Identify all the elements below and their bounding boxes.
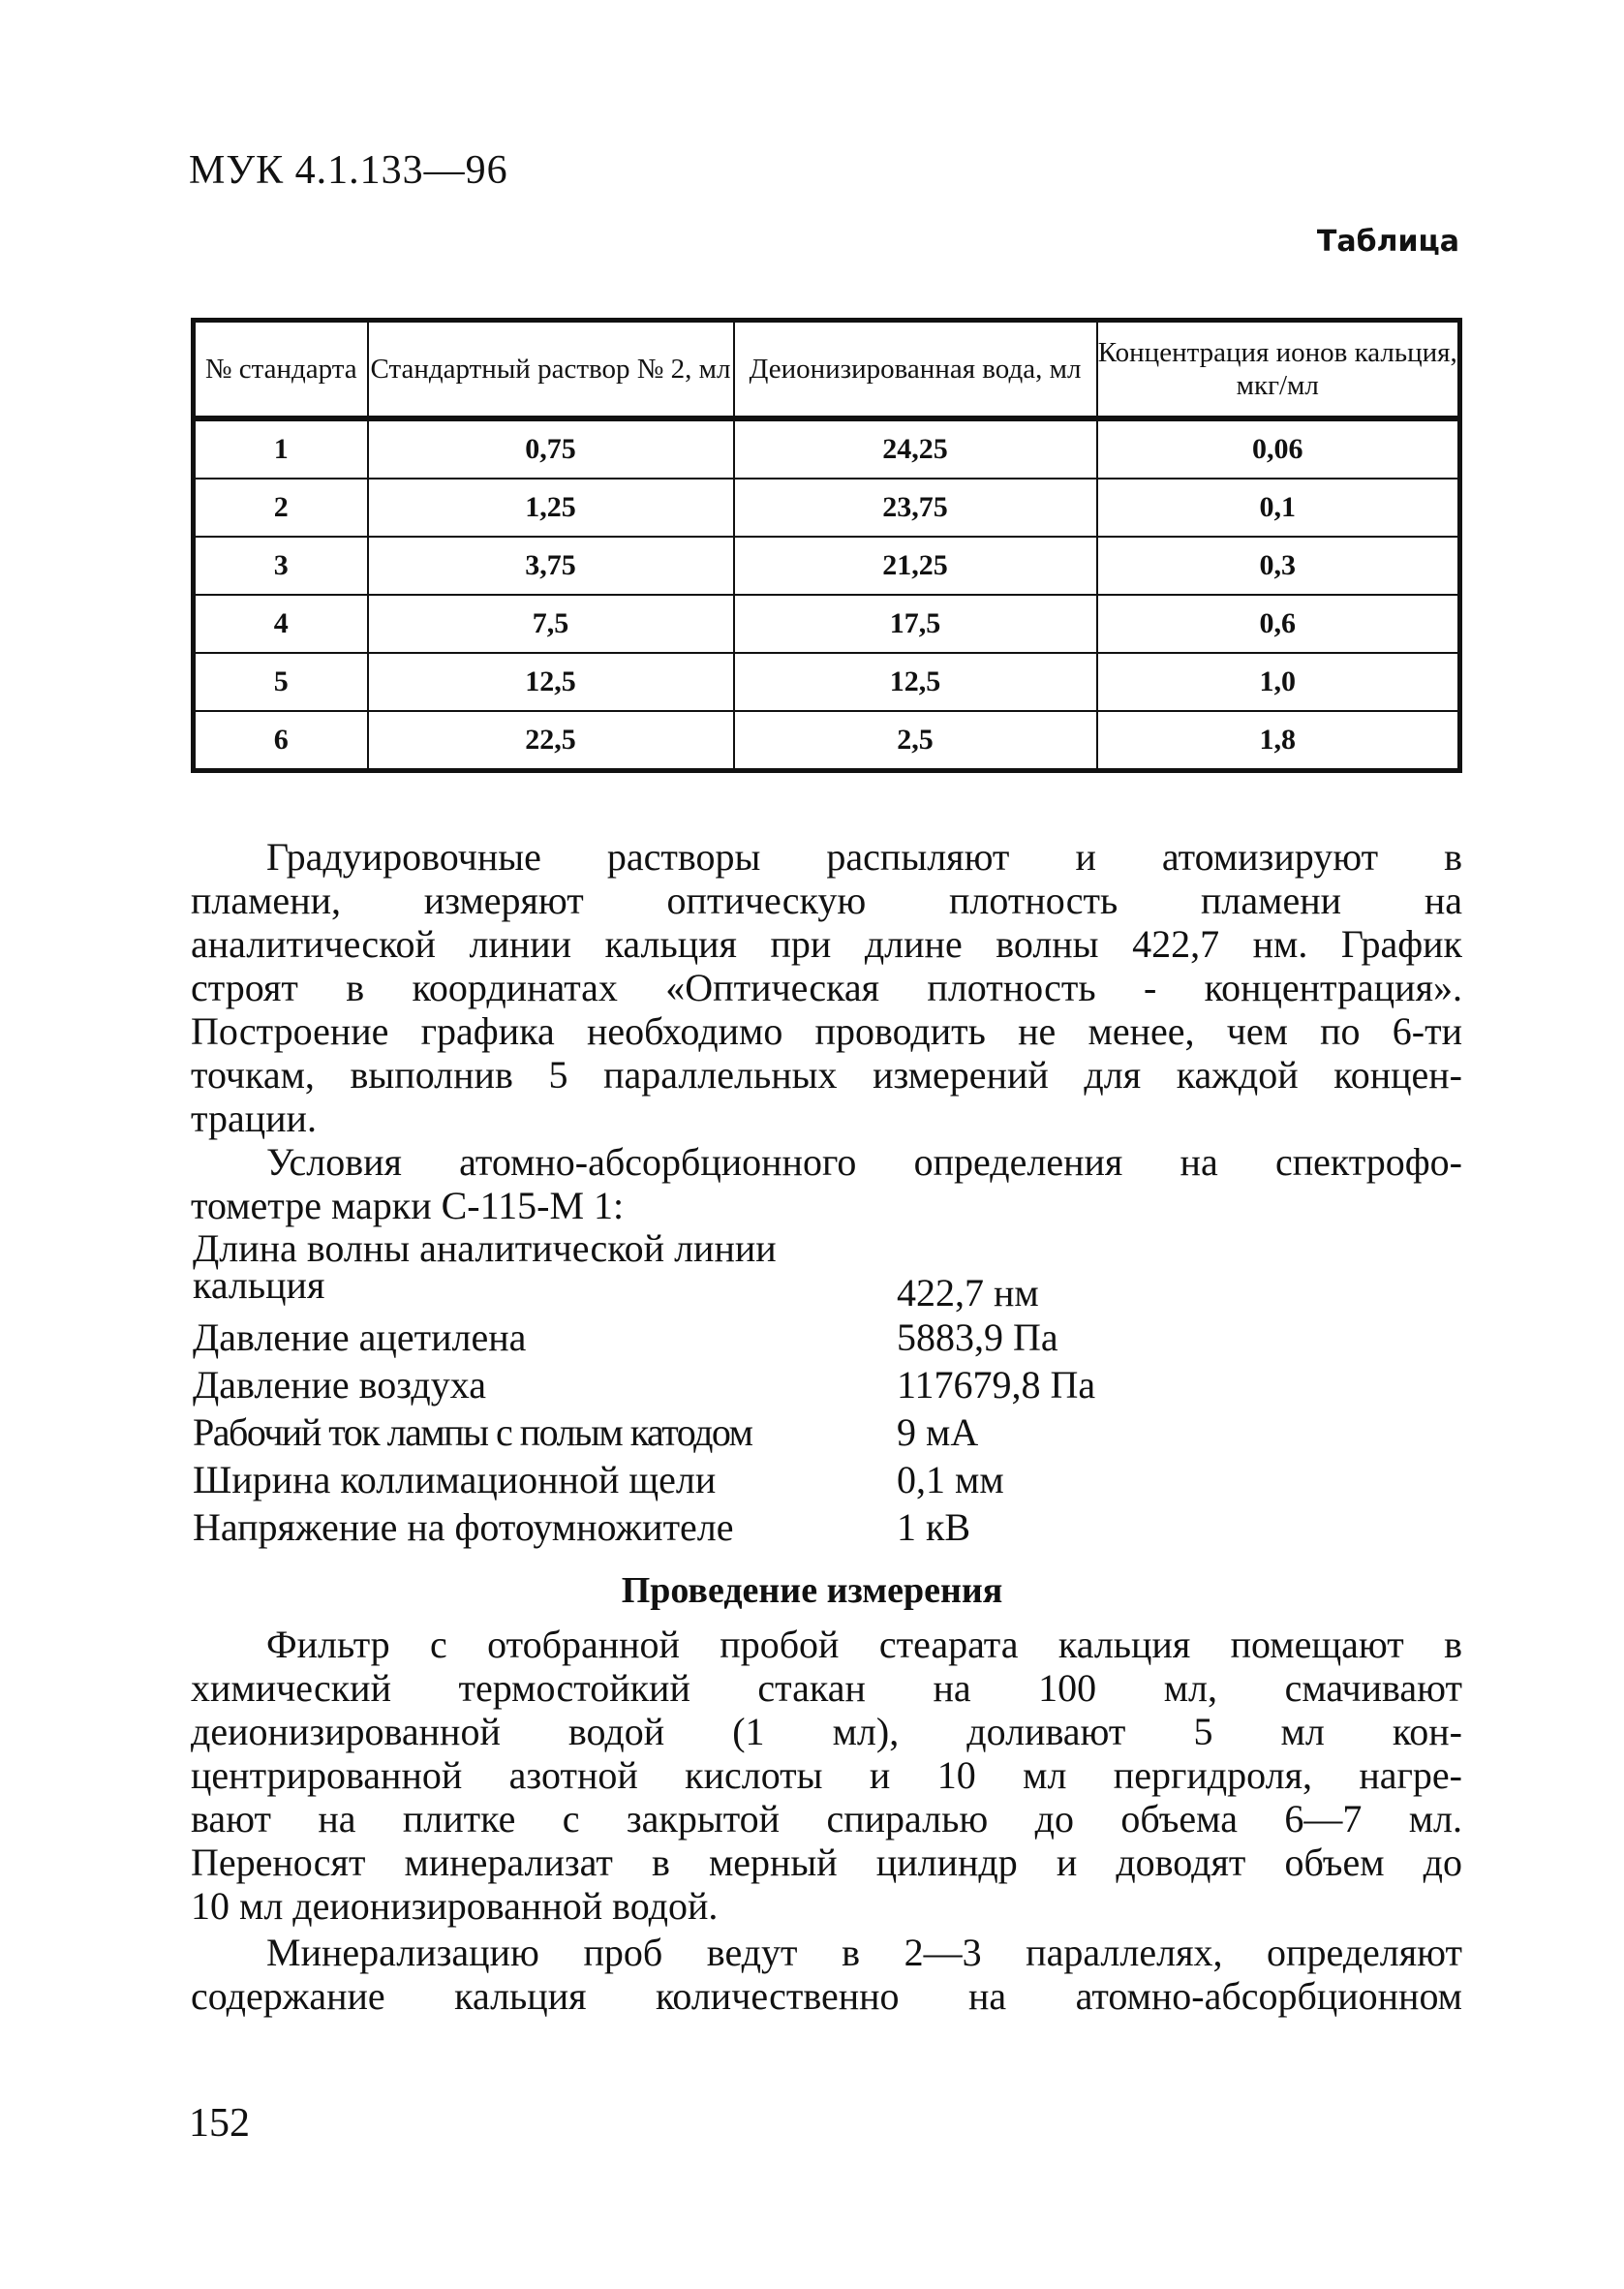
column-header: Стандартный раствор № 2, мл — [366, 319, 735, 419]
table-cell: 0,75 — [366, 418, 735, 479]
table-cell: 4 — [192, 594, 369, 654]
table-cell: 2,5 — [732, 710, 1098, 772]
condition-label: Длина волны аналитической линии кальция — [193, 1226, 777, 1307]
table-header-row: № стандарта Стандартный раствор № 2, мл … — [192, 319, 1461, 419]
text-line: Минерализацию проб ведут в 2—3 параллеля… — [266, 1931, 1462, 1974]
table-cell: 7,5 — [366, 594, 735, 654]
text-line: вают на плитке с закрытой спиралью до об… — [191, 1797, 1462, 1840]
table-cell: 23,75 — [732, 478, 1098, 538]
table-cell: 12,5 — [732, 652, 1098, 712]
paragraph-calibration: Градуировочные растворы распыляют и атом… — [191, 835, 1462, 1140]
text-line: аналитической линии кальция при длине во… — [191, 922, 1462, 966]
table-row: 4 7,5 17,5 0,6 — [192, 594, 1461, 654]
document-code-header: МУК 4.1.133—96 — [189, 148, 508, 193]
table-cell: 17,5 — [732, 594, 1098, 654]
table-row: 5 12,5 12,5 1,0 — [192, 652, 1461, 712]
text-line: Градуировочные растворы распыляют и атом… — [266, 835, 1462, 879]
table-cell: 6 — [192, 710, 369, 772]
table-cell: 1 — [192, 418, 369, 479]
condition-label: Напряжение на фотоумножителе — [193, 1505, 734, 1549]
text-line: строят в координатах «Оптическая плотнос… — [191, 966, 1462, 1009]
text-line: Построение графика необходимо проводить … — [191, 1009, 1462, 1053]
text-line: трации. — [191, 1097, 317, 1140]
table-row: 6 22,5 2,5 1,8 — [192, 710, 1461, 772]
condition-label: Давление ацетилена — [193, 1315, 527, 1359]
table-cell: 24,25 — [732, 418, 1098, 479]
table-cell: 21,25 — [732, 536, 1098, 596]
table-cell: 1,0 — [1095, 652, 1461, 712]
text-line: Условия атомно-абсорбционного определени… — [266, 1140, 1462, 1184]
table-cell: 3,75 — [366, 536, 735, 596]
table-cell: 1,8 — [1095, 710, 1461, 772]
condition-value: 1 кВ — [897, 1505, 971, 1549]
condition-label: Давление воздуха — [193, 1363, 486, 1407]
text-line: пламени, измеряют оптическую плотность п… — [191, 879, 1462, 922]
table-cell: 2 — [192, 478, 369, 538]
section-heading: Проведение измерения — [621, 1570, 1003, 1611]
calibration-standards-table: № стандарта Стандартный раствор № 2, мл … — [191, 318, 1462, 773]
column-header: Деионизированная вода, мл — [732, 319, 1098, 419]
text-line: содержание кальция количественно на атом… — [191, 1974, 1462, 2018]
table-cell: 12,5 — [366, 652, 735, 712]
page-number: 152 — [189, 2101, 250, 2146]
condition-label: Рабочий ток лампы с полым катодом — [193, 1410, 753, 1454]
text-line: Переносят минерализат в мерный цилиндр и… — [191, 1840, 1462, 1884]
table-cell: 22,5 — [366, 710, 735, 772]
condition-value: 0,1 мм — [897, 1458, 1004, 1501]
paragraph-conditions-intro: Условия атомно-абсорбционного определени… — [191, 1140, 1462, 1227]
text-line: Фильтр с отобранной пробой стеарата каль… — [266, 1623, 1462, 1666]
table-cell: 0,1 — [1095, 478, 1461, 538]
condition-value: 9 мА — [897, 1410, 979, 1454]
table-cell: 3 — [192, 536, 369, 596]
table-cell: 1,25 — [366, 478, 735, 538]
text-line: химический термостойкий стакан на 100 мл… — [191, 1666, 1462, 1710]
text-line: 10 мл деионизированной водой. — [191, 1884, 719, 1928]
table-row: 2 1,25 23,75 0,1 — [192, 478, 1461, 538]
text-line: точкам, выполнив 5 параллельных измерени… — [191, 1053, 1462, 1097]
condition-value: 422,7 нм — [897, 1271, 1039, 1315]
column-header: Концентрация ионов кальция, мкг/мл — [1095, 319, 1461, 419]
condition-label: Ширина коллимационной щели — [193, 1458, 717, 1501]
table-row: 3 3,75 21,25 0,3 — [192, 536, 1461, 596]
paragraph-measurement: Фильтр с отобранной пробой стеарата каль… — [191, 1623, 1462, 1928]
text-line: деионизированной водой (1 мл), доливают … — [191, 1710, 1462, 1753]
paragraph-mineralization: Минерализацию проб ведут в 2—3 параллеля… — [191, 1931, 1462, 2018]
table-cell: 0,06 — [1095, 418, 1461, 479]
table-cell: 0,3 — [1095, 536, 1461, 596]
table-cell: 5 — [192, 652, 369, 712]
table-row: 1 0,75 24,25 0,06 — [192, 418, 1461, 479]
table-cell: 0,6 — [1095, 594, 1461, 654]
column-header: № стандарта — [192, 319, 369, 419]
condition-value: 5883,9 Па — [897, 1315, 1058, 1359]
text-line: центрированной азотной кислоты и 10 мл п… — [191, 1753, 1462, 1797]
condition-value: 117679,8 Па — [897, 1363, 1096, 1407]
table-caption: Таблица — [1316, 225, 1459, 259]
text-line: тометре марки С-115-М 1: — [191, 1184, 625, 1227]
